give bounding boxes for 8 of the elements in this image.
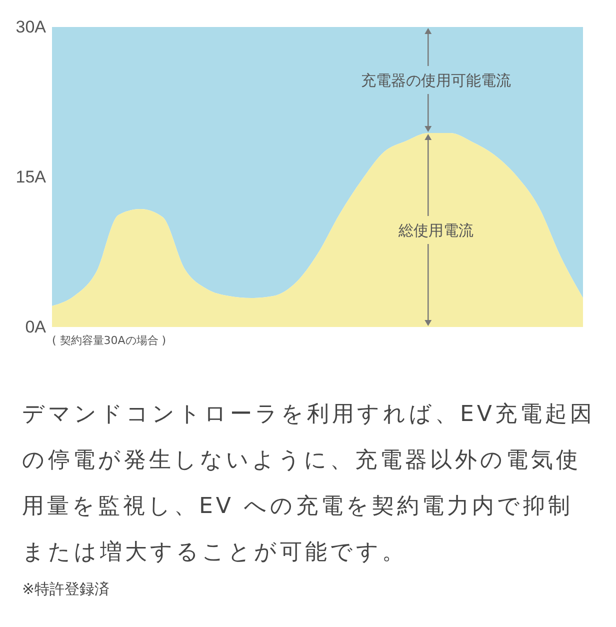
y-tick-label: 0A (25, 317, 47, 336)
text: ( 契約容量30Aの場合 ) (52, 334, 166, 347)
y-tick-label: 15A (16, 167, 47, 186)
y-tick-label: 30A (16, 17, 47, 36)
text: デマンドコントローラを利用すれば、EV充電起因の停電が発生しないように、充電器以外の電気使用量を監視し、EV への充電を契約電力内で抑制または増大することが可能です。 (22, 401, 596, 567)
series-label: 充電器の使用可能電流 (361, 71, 512, 90)
series-label: 総使用電流 (398, 221, 474, 240)
text: ※特許登録済 (22, 580, 110, 599)
